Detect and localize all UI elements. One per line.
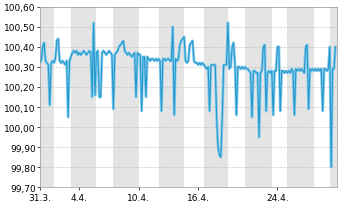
Bar (113, 8, 139, 187)
Bar (40, 8, 54, 187)
Bar (287, 8, 314, 187)
Bar (159, 8, 184, 187)
Bar (330, 8, 341, 187)
Bar (71, 8, 97, 187)
Bar (245, 8, 272, 187)
Bar (204, 8, 228, 187)
